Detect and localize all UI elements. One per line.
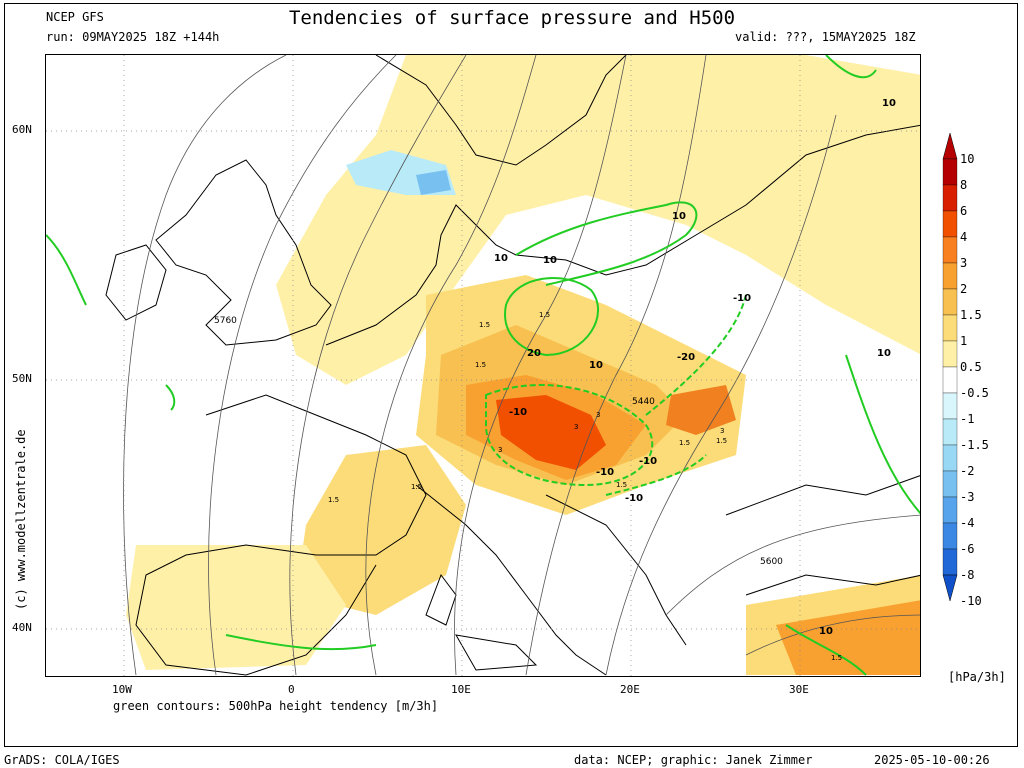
colorbar-label: 1.5 [960,308,982,322]
shading-label: 3 [498,446,502,454]
tendency-label: -10 [639,456,657,467]
shading-label: 1.5 [475,361,486,369]
colorbar-cell [942,418,958,446]
colorbar-cell [942,470,958,498]
tendency-label: 20 [527,348,541,359]
shading-label: 1.5 [831,654,842,662]
colorbar-cell [942,262,958,290]
tendency-label: -10 [596,467,614,478]
colorbar-cell [942,314,958,342]
run-info: run: 09MAY2025 18Z +144h [46,30,220,44]
colorbar [942,133,958,602]
lat-tick: 50N [12,372,32,385]
height-label: 5600 [760,557,783,567]
shading-label: 1.5 [616,481,627,489]
software-credit: GrADS: COLA/IGES [4,753,120,767]
map-canvas: 5760 5600 5440 10 10 10 10 10 10 20 -10 … [46,55,920,676]
valid-time: valid: ???, 15MAY2025 18Z [735,30,916,44]
colorbar-label: -1 [960,412,975,426]
colorbar-label: 0.5 [960,360,982,374]
data-credit: data: NCEP; graphic: Janek Zimmer [574,753,813,767]
tendency-labels: 10 10 10 10 10 10 20 -10 -10 -20 -10 -10… [494,98,896,637]
tendency-label: 10 [494,253,508,264]
colorbar-label: 6 [960,204,968,218]
shading-label: 1.5 [716,437,727,445]
pressure-tendency-shading [46,55,920,675]
figure-frame [4,3,1018,747]
tendency-label: 10 [877,348,891,359]
colorbar-label: -10 [960,594,982,608]
lon-tick: 30E [789,683,809,696]
tendency-label: 10 [589,360,603,371]
tendency-label: 10 [672,211,686,222]
lon-tick: 0 [288,683,295,696]
lat-tick: 60N [12,123,32,136]
colorbar-cell [942,340,958,368]
legend-note: green contours: 500hPa height tendency [… [113,699,439,713]
tendency-label: -20 [677,352,695,363]
watermark: (c) www.modellzentrale.de [14,429,28,610]
colorbar-label: 2 [960,282,968,296]
tendency-label: -10 [509,407,527,418]
shading-label: 1.5 [328,496,339,504]
height-tendency-contours [46,55,920,676]
colorbar-label: -6 [960,542,975,556]
tendency-label: -10 [733,293,751,304]
graticule [46,55,920,676]
lon-tick: 10W [112,683,132,696]
shading-label: 1.5 [679,439,690,447]
shading-label: 1.5 [479,321,490,329]
colorbar-cell [942,184,958,212]
lat-tick: 40N [12,621,32,634]
model-source: NCEP GFS [46,10,104,24]
colorbar-cell [942,548,958,576]
coastlines [105,55,920,676]
colorbar-label: 8 [960,178,968,192]
height-label: 5760 [214,316,237,326]
colorbar-arrow-bottom [942,574,958,602]
colorbar-label: 10 [960,152,975,166]
shading-label: 1.5 [411,483,422,491]
shading-labels: 1.5 1.5 1.5 1.5 3 3 3 1.5 1.5 1.5 1.5 1.… [328,311,842,662]
colorbar-label: -3 [960,490,975,504]
colorbar-label: 4 [960,230,968,244]
height-contours [123,55,920,676]
lon-tick: 20E [620,683,640,696]
colorbar-label: -0.5 [960,386,989,400]
colorbar-cell [942,444,958,472]
weather-map: 5760 5600 5440 10 10 10 10 10 10 20 -10 … [45,54,921,677]
tendency-label: 10 [543,255,557,266]
colorbar-label: -8 [960,568,975,582]
colorbar-label: -2 [960,464,975,478]
colorbar-unit: [hPa/3h] [948,670,1006,684]
colorbar-cell [942,288,958,316]
timestamp: 2025-05-10-00:26 [874,753,990,767]
colorbar-arrow-top [942,133,958,160]
contour-labels: 5760 5600 5440 [214,316,783,567]
tendency-label: -10 [625,493,643,504]
tendency-label: 10 [819,626,833,637]
map-title: Tendencies of surface pressure and H500 [288,7,736,29]
shading-label: 3 [720,427,724,435]
colorbar-cell [942,158,958,186]
colorbar-cell [942,366,958,394]
colorbar-cell [942,496,958,524]
colorbar-label: -4 [960,516,975,530]
colorbar-label: 1 [960,334,968,348]
tendency-label: 10 [882,98,896,109]
shading-label: 3 [596,411,600,419]
colorbar-cell [942,392,958,420]
colorbar-label: -1.5 [960,438,989,452]
colorbar-cell [942,522,958,550]
shading-label: 3 [574,423,578,431]
height-label: 5440 [632,397,655,407]
colorbar-cell [942,236,958,264]
lon-tick: 10E [451,683,471,696]
shading-label: 1.5 [539,311,550,319]
colorbar-label: 3 [960,256,968,270]
colorbar-cell [942,210,958,238]
